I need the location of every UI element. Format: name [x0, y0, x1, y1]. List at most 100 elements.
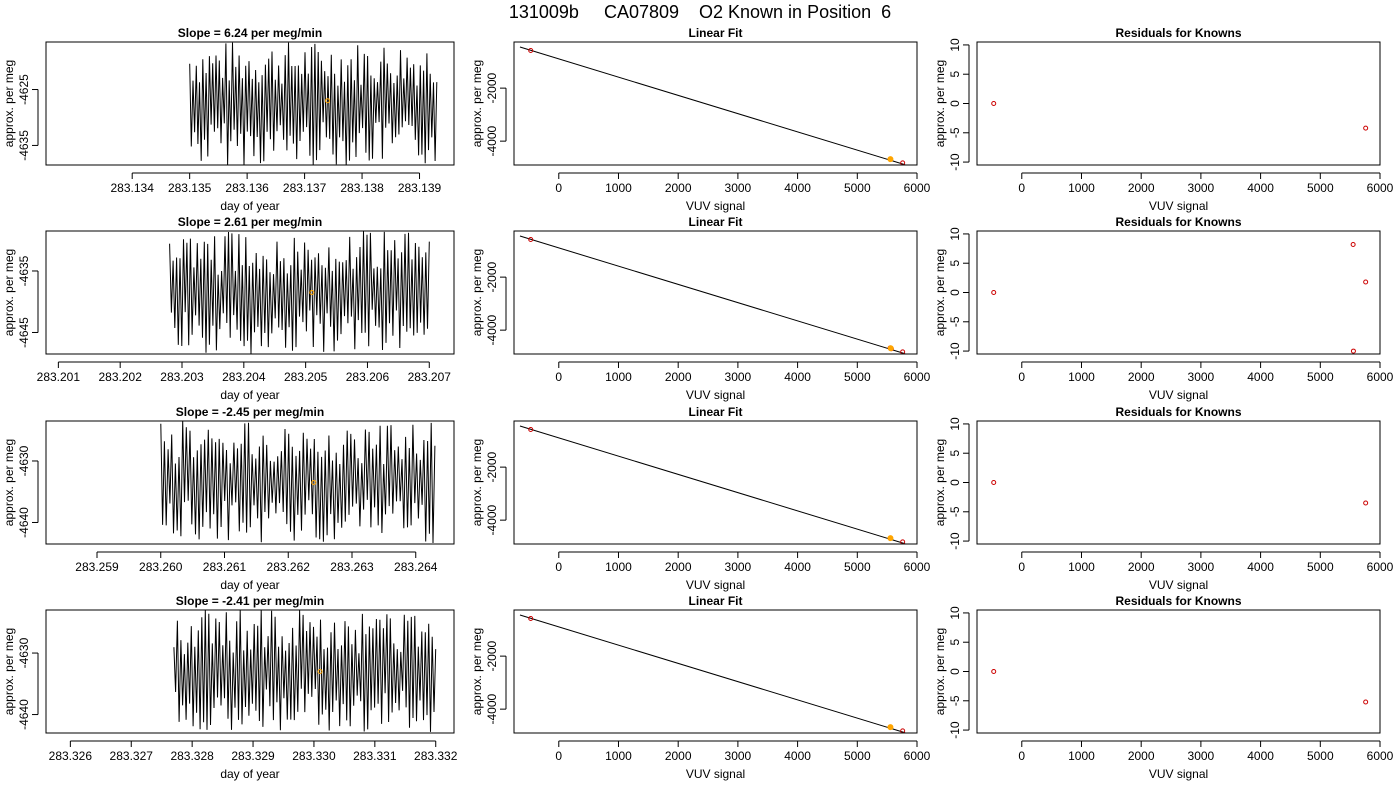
data-point: [1363, 279, 1369, 285]
y-tick-label: 5: [948, 71, 962, 78]
data-point: [528, 236, 534, 242]
data-point: [1363, 500, 1369, 506]
data-point: [1350, 348, 1356, 354]
data-point: [991, 101, 997, 106]
panel-2-0: Slope = -2.45 per meg/min 283.259 283.260 2…: [2, 405, 455, 592]
x-tick-label: 3000: [725, 560, 752, 574]
x-tick-label: 0: [555, 370, 562, 384]
plot-frame: [513, 609, 918, 734]
plot-area: [519, 614, 906, 733]
x-axis-label: VUV signal: [1149, 388, 1208, 402]
x-tick-label: 2000: [1128, 370, 1155, 384]
panel-1-2: Residuals for Knowns 0 1000 2000 3000 4000 500…: [933, 215, 1394, 402]
y-tick-label: 0: [948, 289, 962, 296]
x-tick-label: 283.137: [283, 181, 327, 195]
fit-line: [519, 235, 906, 354]
x-axis-label: day of year: [220, 388, 279, 402]
x-tick-label: 1000: [1068, 370, 1095, 384]
x-tick-label: 2000: [665, 560, 692, 574]
panel-title: Residuals for Knowns: [1115, 405, 1241, 419]
x-tick-label: 283.332: [414, 749, 458, 763]
x-tick-label: 283.261: [203, 560, 247, 574]
x-tick-label: 283.264: [394, 560, 438, 574]
panel-title: Residuals for Knowns: [1115, 215, 1241, 229]
x-tick-label: 283.263: [330, 560, 374, 574]
y-tick-label: -2000: [485, 640, 499, 671]
x-tick-label: 283.327: [110, 749, 154, 763]
x-tick-label: 283.139: [398, 181, 442, 195]
panel-title: Linear Fit: [688, 215, 742, 229]
x-tick-label: 1000: [1068, 560, 1095, 574]
y-tick-label: -10: [948, 532, 962, 550]
y-tick-label: -5: [948, 316, 962, 327]
x-tick-label: 6000: [904, 370, 931, 384]
x-tick-label: 5000: [1307, 370, 1334, 384]
y-tick-label: -4640: [17, 699, 31, 730]
x-tick-label: 4000: [1247, 370, 1274, 384]
y-tick-label: -5: [948, 127, 962, 138]
y-axis-label: approx. per meg: [2, 628, 16, 715]
x-tick-label: 5000: [1307, 749, 1334, 763]
x-tick-label: 283.326: [49, 749, 93, 763]
x-tick-label: 3000: [1188, 749, 1215, 763]
x-tick-label: 3000: [1188, 181, 1215, 195]
x-tick-label: 4000: [784, 181, 811, 195]
x-tick-label: 5000: [1307, 181, 1334, 195]
x-tick-label: 6000: [904, 560, 931, 574]
plot-frame: [45, 230, 455, 355]
panel-title: Slope = -2.41 per meg/min: [176, 594, 324, 608]
panel-title: Linear Fit: [688, 405, 742, 419]
y-tick-label: 10: [948, 227, 962, 241]
x-axis-label: VUV signal: [1149, 767, 1208, 781]
x-axis-label: VUV signal: [686, 199, 745, 213]
panel-title: Slope = 6.24 per meg/min: [178, 26, 322, 40]
y-tick-label: -4000: [485, 504, 499, 535]
x-tick-label: 1000: [605, 181, 632, 195]
panel-title: Slope = 2.61 per meg/min: [178, 215, 322, 229]
x-axis-label: VUV signal: [1149, 199, 1208, 213]
panel-1-0: Slope = 2.61 per meg/min 283.201 283.202 28…: [2, 215, 455, 402]
x-tick-label: 5000: [844, 181, 871, 195]
plot-area: [519, 425, 906, 544]
y-tick-label: 5: [948, 450, 962, 457]
y-tick-label: -4630: [17, 445, 31, 476]
data-point: [528, 615, 534, 621]
data-point: [991, 480, 997, 485]
x-tick-label: 0: [555, 181, 562, 195]
midpoint-marker: [325, 98, 331, 104]
plot-frame: [45, 41, 455, 166]
y-tick-label: -10: [948, 721, 962, 739]
trace-line: [189, 42, 438, 165]
data-point: [1350, 241, 1356, 247]
panel-3-1: Linear Fit 0 1000 2000 3000 4000 5000 6000 VUV s…: [470, 594, 931, 781]
x-tick-label: 4000: [1247, 749, 1274, 763]
x-tick-label: 2000: [665, 749, 692, 763]
plot-frame: [513, 420, 918, 545]
y-axis-label: approx. per meg: [933, 628, 947, 715]
y-axis-label: approx. per meg: [470, 439, 484, 526]
panel-title: Linear Fit: [688, 594, 742, 608]
x-tick-label: 283.205: [284, 370, 328, 384]
plot-frame: [513, 41, 918, 166]
y-tick-label: 10: [948, 417, 962, 431]
data-point: [528, 426, 534, 432]
data-point: [991, 669, 997, 674]
trace-line: [173, 610, 437, 732]
x-tick-label: 283.260: [139, 560, 183, 574]
x-tick-label: 6000: [1367, 560, 1394, 574]
x-axis-label: day of year: [220, 199, 279, 213]
y-axis-label: approx. per meg: [470, 60, 484, 147]
data-point: [1363, 699, 1369, 705]
x-tick-label: 5000: [844, 560, 871, 574]
trace-line: [169, 231, 430, 354]
midpoint-marker: [317, 669, 323, 674]
x-tick-label: 1000: [1068, 749, 1095, 763]
x-tick-label: 3000: [725, 749, 752, 763]
panel-1-1: Linear Fit 0 1000 2000 3000 4000 5000 6000 VUV s…: [470, 215, 931, 402]
midpoint-marker: [887, 724, 894, 731]
y-tick-label: -4635: [17, 130, 31, 161]
plot-frame: [45, 420, 455, 545]
plot-area: [189, 42, 438, 165]
x-tick-label: 6000: [1367, 749, 1394, 763]
